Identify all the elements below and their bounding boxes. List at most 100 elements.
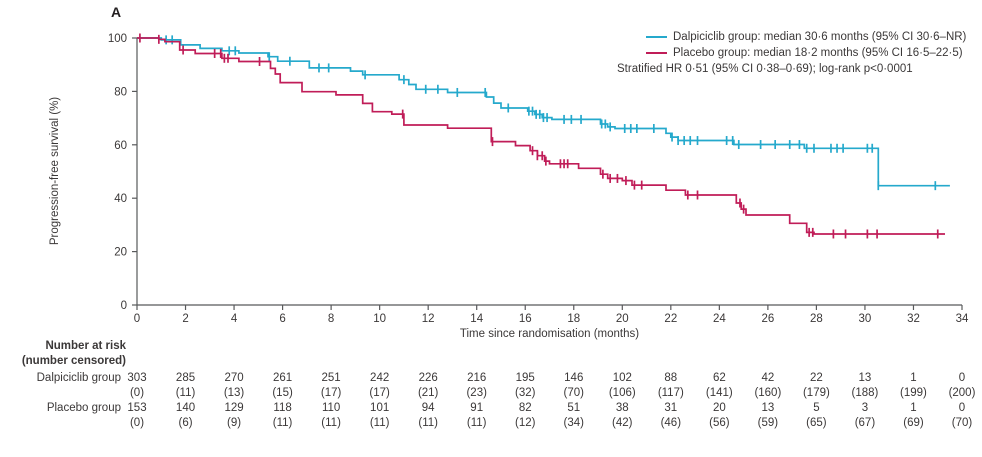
risk-censored-cell: (9): [227, 417, 242, 429]
risk-row-label: Placebo group: [46, 402, 121, 414]
risk-count-cell: 38: [615, 402, 629, 414]
dalpiciclib-group-curve: [137, 37, 950, 187]
risk-count-cell: 62: [712, 372, 726, 384]
x-tick-label: 2: [182, 313, 188, 325]
risk-count-cell: 242: [370, 372, 390, 384]
legend-label-placebo: Placebo group: median 18·2 months (95% C…: [673, 47, 963, 59]
risk-count-cell: 195: [515, 372, 535, 384]
x-tick-label: 8: [328, 313, 334, 325]
risk-count-cell: 101: [370, 402, 390, 414]
risk-count-cell: 251: [321, 372, 341, 384]
risk-censored-cell: (59): [757, 417, 779, 429]
placebo-group-curve: [137, 37, 945, 235]
y-tick-label: 20: [114, 247, 127, 259]
risk-censored-cell: (23): [466, 387, 487, 399]
x-tick-label: 6: [279, 313, 285, 325]
y-axis-label: Progression-free survival (%): [49, 96, 61, 246]
risk-count-cell: 42: [761, 372, 775, 384]
risk-count-cell: 110: [321, 402, 341, 414]
risk-censored-cell: (11): [175, 387, 196, 399]
x-tick-label: 30: [859, 313, 872, 325]
x-tick-label: 4: [231, 313, 238, 325]
axis-lines: [136, 38, 962, 306]
dalpiciclib-group-censor-marks: [165, 35, 937, 191]
x-tick-label: 26: [761, 313, 774, 325]
dalpiciclib-group-series: [137, 35, 950, 191]
risk-count-cell: 13: [761, 402, 775, 414]
risk-censored-cell: (32): [515, 387, 536, 399]
risk-count-cell: 1: [910, 372, 917, 384]
legend-hr-note: Stratified HR 0·51 (95% CI 0·38–0·69); l…: [617, 63, 913, 75]
risk-censored-cell: (12): [515, 417, 536, 429]
x-tick-label: 10: [373, 313, 386, 325]
placebo-group-series: [137, 33, 945, 239]
x-tick-label: 14: [470, 313, 483, 325]
axes: [132, 37, 963, 310]
y-tick-label: 100: [108, 33, 127, 45]
risk-count-cell: 94: [421, 402, 435, 414]
risk-count-cell: 82: [518, 402, 532, 414]
risk-count-cell: 91: [470, 402, 484, 414]
x-tick-label: 20: [616, 313, 629, 325]
risk-count-cell: 3: [861, 402, 869, 414]
risk-censored-cell: (46): [660, 417, 682, 429]
risk-count-cell: 261: [272, 372, 293, 384]
x-tick-label: 0: [134, 313, 140, 325]
risk-count-cell: 270: [224, 372, 244, 384]
placebo-group-censor-marks: [139, 33, 939, 239]
risk-censored-cell: (160): [754, 387, 782, 399]
risk-censored-cell: (11): [418, 417, 438, 429]
x-axis-label: Time since randomisation (months): [459, 328, 640, 340]
risk-censored-cell: (0): [129, 387, 145, 399]
risk-censored-cell: (11): [272, 417, 293, 429]
x-tick-label: 12: [422, 313, 435, 325]
risk-censored-cell: (200): [948, 387, 976, 399]
y-tick-label: 40: [114, 193, 127, 205]
risk-censored-cell: (141): [705, 387, 733, 399]
x-tick-label: 34: [956, 313, 969, 325]
x-tick-label: 24: [713, 313, 726, 325]
risk-count-cell: 285: [175, 372, 196, 384]
risk-count-cell: 216: [467, 372, 487, 384]
x-tick-label: 22: [664, 313, 677, 325]
risk-count-cell: 140: [175, 402, 196, 414]
risk-censored-cell: (17): [320, 387, 342, 399]
risk-censored-cell: (6): [178, 417, 193, 429]
legend-item-dalpiciclib: Dalpiciclib group: median 30·6 months (9…: [617, 29, 966, 45]
risk-count-cell: 20: [712, 402, 726, 414]
risk-censored-cell: (0): [129, 417, 145, 429]
y-tick-label: 60: [114, 140, 127, 152]
risk-count-cell: 303: [127, 372, 147, 384]
risk-count-cell: 31: [664, 402, 678, 414]
risk-count-cell: 118: [273, 402, 292, 414]
risk-count-cell: 1: [910, 402, 917, 414]
risk-count-cell: 0: [958, 402, 966, 414]
dalpiciclib-line-swatch: [646, 36, 667, 38]
risk-censored-cell: (11): [466, 417, 487, 429]
risk-count-cell: 22: [810, 372, 823, 384]
risk-count-cell: 51: [567, 402, 581, 414]
risk-censored-cell: (67): [854, 417, 876, 429]
legend-label-dalpiciclib: Dalpiciclib group: median 30·6 months (9…: [673, 31, 967, 43]
risk-censored-cell: (15): [272, 387, 293, 399]
risk-count-cell: 13: [858, 372, 872, 384]
risk-count-cell: 153: [127, 402, 147, 414]
risk-censored-cell: (11): [321, 417, 341, 429]
legend: Dalpiciclib group: median 30·6 months (9…: [617, 29, 966, 77]
risk-row-label: Dalpiciclib group: [36, 372, 121, 384]
risk-censored-cell: (70): [563, 387, 584, 399]
risk-count-cell: 5: [813, 402, 820, 414]
risk-censored-cell: (11): [369, 417, 390, 429]
x-tick-label: 28: [810, 313, 823, 325]
y-tick-label: 80: [114, 86, 127, 98]
risk-count-cell: 129: [224, 402, 244, 414]
x-tick-label: 18: [567, 313, 580, 325]
risk-censored-cell: (13): [223, 387, 245, 399]
risk-censored-cell: (69): [903, 417, 924, 429]
risk-censored-cell: (21): [417, 387, 439, 399]
y-tick-label: 0: [121, 300, 127, 312]
risk-table-header-line1: Number at risk: [45, 340, 126, 352]
risk-censored-cell: (106): [608, 387, 636, 399]
